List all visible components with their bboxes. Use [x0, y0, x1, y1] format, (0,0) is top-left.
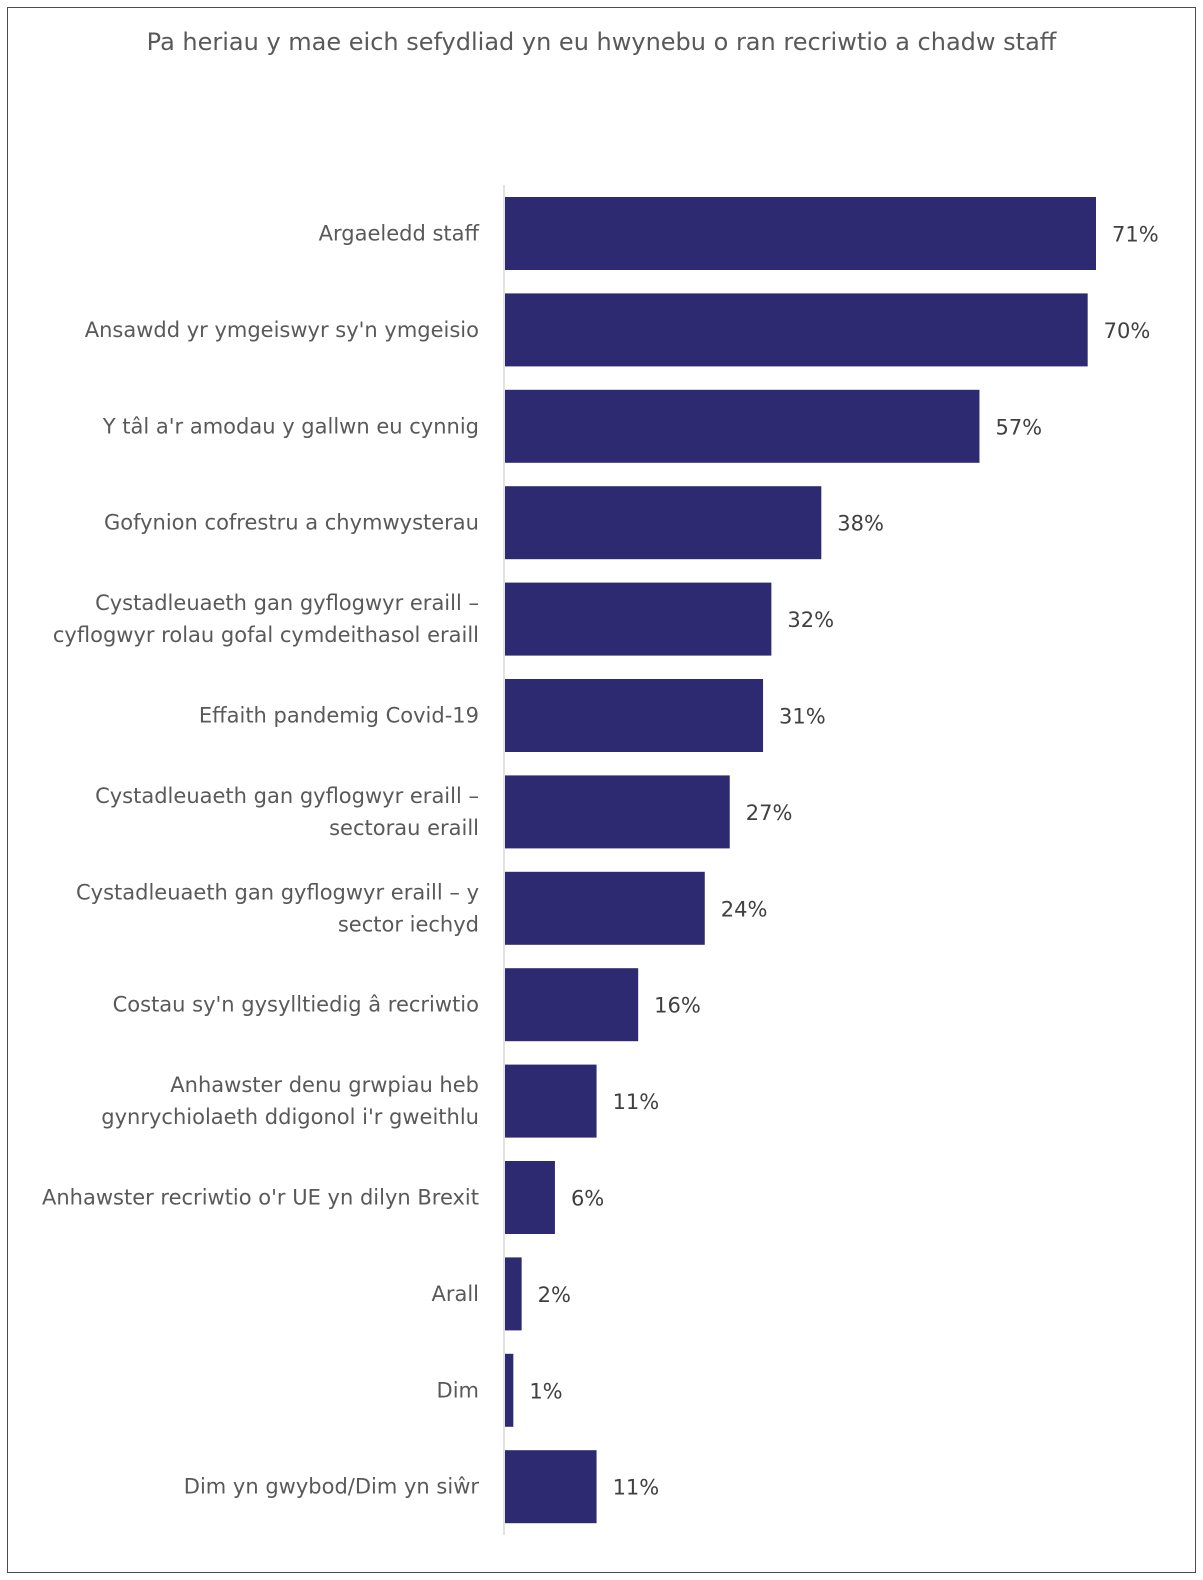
category-label-10-line-0: Anhawster recriwtio o'r UE yn dilyn Brex… — [42, 1186, 479, 1210]
data-label-7: 24% — [721, 897, 768, 921]
category-label-3-line-0: Gofynion cofrestru a chymwysterau — [104, 511, 479, 535]
data-label-13: 11% — [613, 1476, 660, 1500]
bar-1 — [505, 293, 1088, 367]
bar-12 — [505, 1353, 514, 1427]
bar-4 — [505, 582, 772, 656]
data-label-4: 32% — [787, 608, 834, 632]
category-label-11-line-0: Arall — [431, 1282, 479, 1306]
category-label-13-line-0: Dim yn gwybod/Dim yn siŵr — [184, 1475, 480, 1499]
data-label-12: 1% — [529, 1379, 562, 1403]
data-label-2: 57% — [995, 415, 1042, 439]
category-label-2: Y tâl a'r amodau y gallwn eu cynnig — [102, 414, 479, 438]
category-label-5: Effaith pandemig Covid-19 — [199, 704, 479, 728]
category-label-10: Anhawster recriwtio o'r UE yn dilyn Brex… — [42, 1186, 479, 1210]
data-label-10: 6% — [571, 1187, 604, 1211]
bar-2 — [505, 389, 980, 463]
data-label-0: 71% — [1112, 223, 1159, 247]
category-label-6: Cystadleuaeth gan gyflogwyr eraill – sect… — [95, 784, 479, 840]
category-label-7: Cystadleuaeth gan gyflogwyr eraill – y se… — [76, 880, 479, 936]
category-label-1: Ansawdd yr ymgeiswyr sy'n ymgeisio — [85, 318, 479, 342]
category-label-13: Dim yn gwybod/Dim yn siŵr — [184, 1475, 480, 1499]
bar-8 — [505, 968, 639, 1042]
data-label-5: 31% — [779, 705, 826, 729]
bar-7 — [505, 871, 705, 945]
category-label-9-line-1: gynrychiolaeth ddigonol i'r gweithlu — [101, 1105, 479, 1129]
category-label-4: Cystadleuaeth gan gyflogwyr eraill – cyfl… — [53, 591, 479, 647]
category-label-5-line-0: Effaith pandemig Covid-19 — [199, 704, 479, 728]
bar-11 — [505, 1257, 522, 1331]
data-label-3: 38% — [837, 512, 884, 536]
category-label-8-line-0: Costau sy'n gysylltiedig â recriwtio — [113, 993, 479, 1017]
category-label-4-line-0: Cystadleuaeth gan gyflogwyr eraill – — [95, 591, 479, 615]
bar-0 — [505, 197, 1096, 270]
data-label-1: 70% — [1104, 319, 1151, 343]
category-label-2-line-0: Y tâl a'r amodau y gallwn eu cynnig — [102, 414, 479, 438]
bar-3 — [505, 486, 822, 560]
category-label-9-line-0: Anhawster denu grwpiau heb — [170, 1073, 479, 1097]
bar-9 — [505, 1064, 597, 1138]
data-label-11: 2% — [538, 1283, 571, 1307]
category-label-7-line-0: Cystadleuaeth gan gyflogwyr eraill – y — [76, 880, 479, 904]
category-label-1-line-0: Ansawdd yr ymgeiswyr sy'n ymgeisio — [85, 318, 479, 342]
category-label-8: Costau sy'n gysylltiedig â recriwtio — [113, 993, 479, 1017]
category-label-4-line-1: cyflogwyr rolau gofal cymdeithasol erail… — [53, 623, 479, 647]
bar-6 — [505, 775, 730, 849]
category-label-3: Gofynion cofrestru a chymwysterau — [104, 511, 479, 535]
category-label-11: Arall — [431, 1282, 479, 1306]
category-label-12-line-0: Dim — [437, 1378, 479, 1402]
data-label-8: 16% — [654, 994, 701, 1018]
category-label-6-line-0: Cystadleuaeth gan gyflogwyr eraill – — [95, 784, 479, 808]
data-label-6: 27% — [746, 801, 793, 825]
bar-10 — [505, 1161, 555, 1234]
bar-13 — [505, 1450, 597, 1524]
chart-title: Pa heriau y mae eich sefydliad yn eu hwy… — [146, 28, 1057, 56]
category-label-6-line-1: sectorau eraill — [329, 816, 479, 840]
category-label-0-line-0: Argaeledd staff — [319, 222, 480, 246]
category-label-9: Anhawster denu grwpiau heb gynrychiolaeth… — [101, 1073, 479, 1129]
data-label-9: 11% — [613, 1090, 660, 1114]
category-label-12: Dim — [437, 1378, 479, 1402]
category-label-0: Argaeledd staff — [319, 222, 480, 246]
bar-5 — [505, 679, 764, 752]
category-label-7-line-1: sector iechyd — [338, 912, 479, 936]
